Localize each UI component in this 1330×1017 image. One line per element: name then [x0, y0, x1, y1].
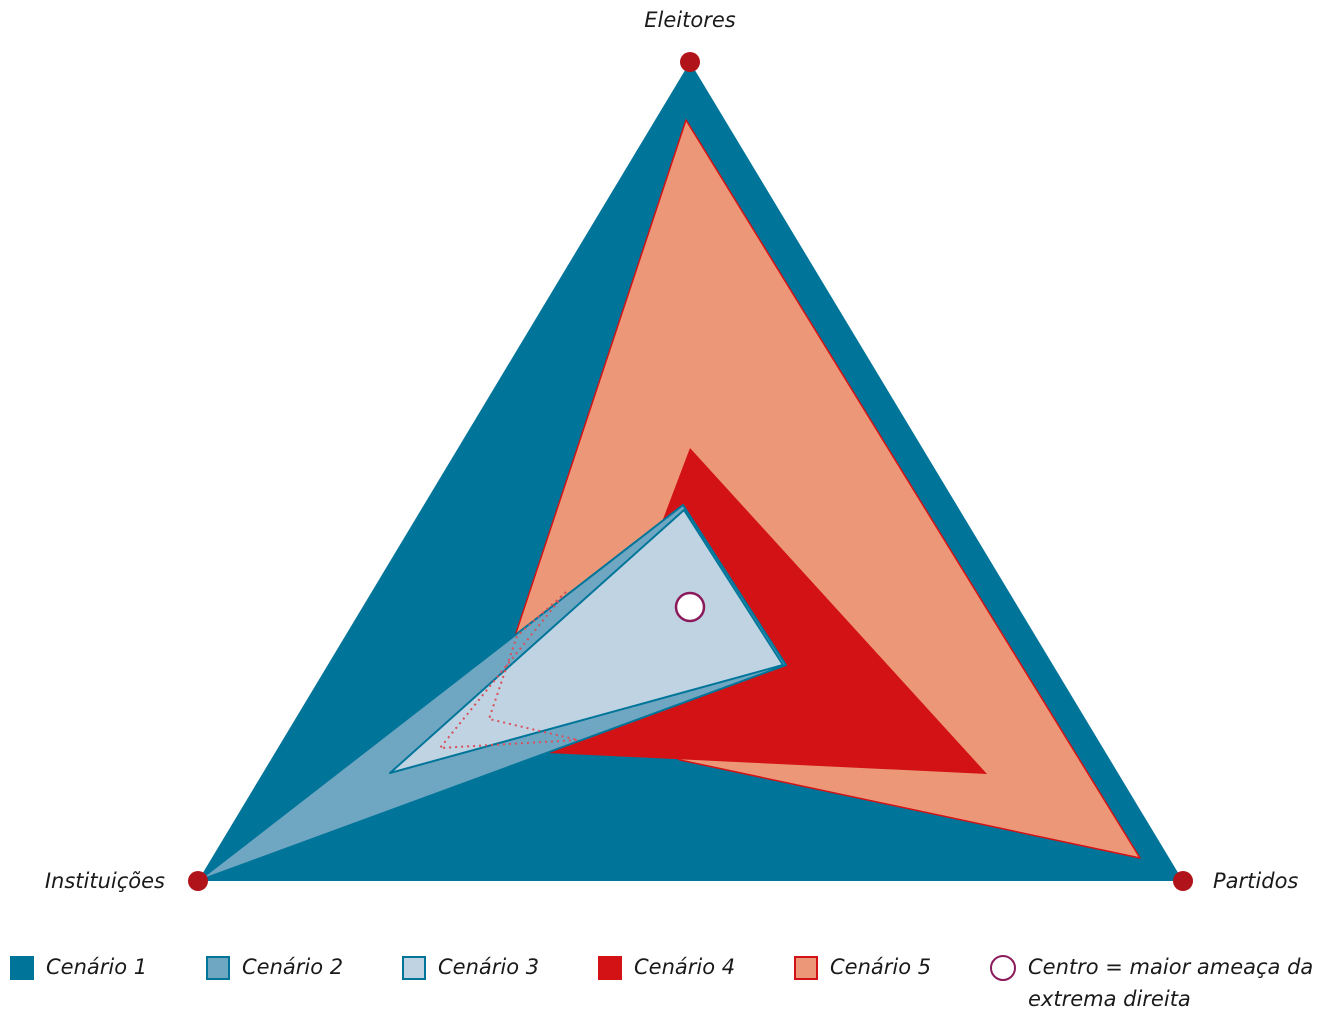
legend-label-scenario-3: Cenário 3 [438, 955, 540, 979]
legend-swatch-scenario-2 [206, 956, 230, 980]
legend-label-center: Centro = maior ameaça da extrema direita [1028, 955, 1314, 1011]
axis-label-eleitores: Eleitores [644, 8, 736, 32]
legend-label-scenario-4: Cenário 4 [634, 955, 736, 979]
vertex-dot-left [188, 871, 208, 891]
legend-item-center: Centro = maior ameaça da extrema direita [990, 955, 1328, 1015]
legend-item-scenario-1: Cenário 1 [10, 955, 147, 980]
legend-swatch-scenario-4 [598, 956, 622, 980]
legend-item-scenario-2: Cenário 2 [206, 955, 343, 980]
vertex-dot-top [680, 52, 700, 72]
legend-item-scenario-4: Cenário 4 [598, 955, 735, 980]
vertex-dot-right [1173, 871, 1193, 891]
center-marker-icon [990, 955, 1016, 981]
legend-swatch-scenario-1 [10, 956, 34, 980]
legend-item-scenario-5: Cenário 5 [794, 955, 931, 980]
legend-swatch-scenario-5 [794, 956, 818, 980]
axis-label-partidos: Partidos [1213, 869, 1299, 893]
legend-label-scenario-1: Cenário 1 [46, 955, 148, 979]
legend-item-scenario-3: Cenário 3 [402, 955, 539, 980]
axis-label-instituicoes: Instituições [44, 869, 165, 893]
center-marker [674, 591, 706, 623]
scenario-3-shape [389, 509, 784, 774]
scenario-dotted-outline [437, 591, 579, 750]
legend-swatch-scenario-3 [402, 956, 426, 980]
legend-label-scenario-5: Cenário 5 [830, 955, 932, 979]
legend-label-scenario-2: Cenário 2 [242, 955, 344, 979]
